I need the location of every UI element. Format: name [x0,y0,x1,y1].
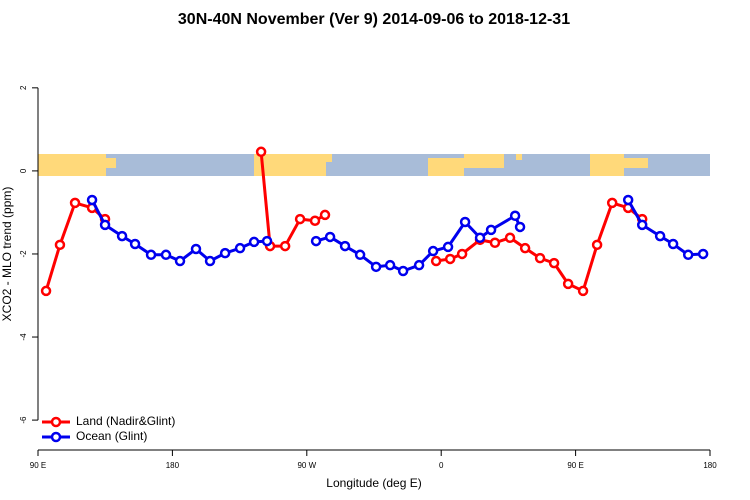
y-tick-label: 2 [19,85,28,90]
data-point [255,146,267,158]
x-tick-label: 90 W [297,461,316,470]
data-point [116,230,128,242]
data-point [459,216,471,228]
x-tick-label: 90 E [567,461,583,470]
data-point [489,237,501,249]
data-point [190,243,202,255]
data-point [514,221,526,233]
data-point [442,241,454,253]
data-point [129,238,141,250]
data-point [234,242,246,254]
data-point [444,253,456,265]
y-tick-label: -4 [19,333,28,341]
data-point [145,249,157,261]
data-point [413,259,425,271]
y-tick-label: 0 [19,168,28,173]
data-point [485,224,497,236]
x-tick-label: 0 [439,461,444,470]
x-tick-label: 180 [166,461,180,470]
chart-title: 30N-40N November (Ver 9) 2014-09-06 to 2… [178,11,570,28]
data-point [636,219,648,231]
data-point [430,255,442,267]
data-point [697,248,709,260]
data-point [606,197,618,209]
data-point [509,210,521,222]
data-point [622,194,634,206]
y-tick-label: -6 [19,416,28,424]
data-point [534,252,546,264]
data-point [40,285,52,297]
data-point [294,213,306,225]
data-point [548,257,560,269]
data-point [667,238,679,250]
data-point [219,247,231,259]
data-point [309,215,321,226]
data-point [474,232,486,244]
data-point [324,231,336,243]
map-band [38,154,710,176]
data-point [339,240,351,252]
data-point [354,249,366,261]
data-point [577,285,589,297]
data-point [261,235,273,247]
x-tick-label: 90 E [30,461,46,470]
data-point [397,265,409,277]
data-point [69,197,81,209]
data-point [591,239,603,251]
data-point [682,249,694,261]
data-point [654,230,666,242]
data-point [99,219,111,231]
data-point [384,259,396,271]
legend-marker [50,416,62,428]
x-tick-label: 180 [703,461,717,470]
legend-label: Ocean (Glint) [76,429,147,443]
data-point [310,235,322,247]
y-axis-label: XCO2 - MLO trend (ppm) [0,187,14,322]
y-tick-label: -2 [19,250,28,258]
data-point [456,248,468,260]
x-axis-label: Longitude (deg E) [326,476,421,490]
legend-label: Land (Nadir&Glint) [76,414,175,428]
data-point [370,261,382,273]
data-point [279,240,291,252]
data-point [319,209,331,221]
data-point [248,236,260,248]
data-point [204,255,216,267]
data-point [86,194,98,206]
data-point [519,242,531,254]
data-point [54,239,66,251]
data-point [562,278,574,290]
data-point [427,245,439,257]
legend-marker [50,431,62,443]
data-point [160,249,172,261]
data-point [174,255,186,267]
data-point [504,232,516,244]
